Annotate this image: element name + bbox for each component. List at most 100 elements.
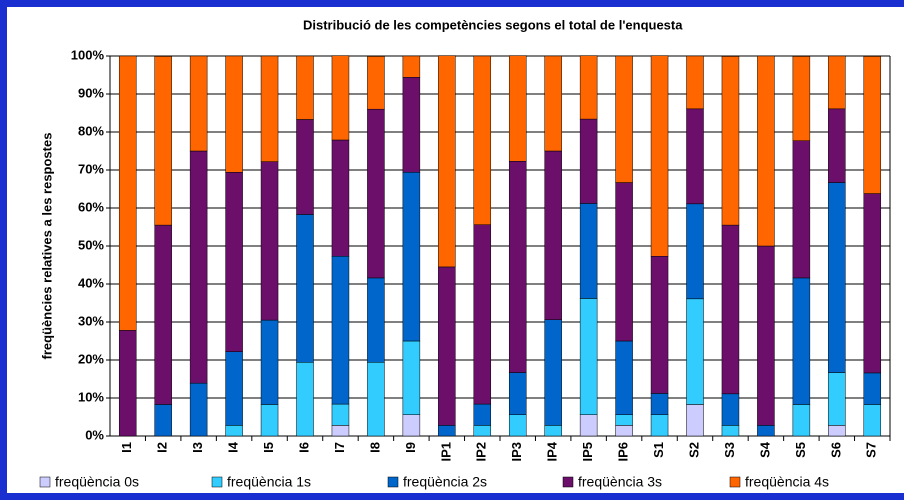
- x-tick-label: I5: [261, 442, 276, 453]
- bar-segment: [118, 330, 137, 437]
- bar-segment: [154, 56, 172, 226]
- x-tick-label: I9: [403, 442, 418, 453]
- x-tick-label: IP2: [474, 442, 489, 462]
- bar-segment: [402, 77, 421, 173]
- bar-segment: [650, 393, 669, 415]
- bar-segment: [863, 56, 882, 194]
- bar-segment: [757, 55, 775, 247]
- bar-segment: [828, 182, 846, 373]
- x-tick-label: IP3: [509, 442, 524, 462]
- bar-segment: [544, 319, 562, 426]
- bar-segment: [508, 372, 527, 415]
- bar-segment: [473, 224, 492, 405]
- bar-segment: [118, 55, 137, 331]
- bar-segment: [828, 372, 846, 426]
- bar-segment: [508, 161, 527, 373]
- bar-segment: [225, 351, 243, 426]
- x-tick-label: S5: [793, 442, 808, 458]
- bar-segment: [828, 425, 846, 437]
- x-tick-label: IP4: [545, 441, 560, 461]
- bar-segment: [579, 298, 598, 415]
- bar-segment: [402, 55, 421, 78]
- bar-segment: [721, 425, 740, 437]
- bar-segment: [544, 150, 562, 320]
- bar-segment: [792, 140, 811, 279]
- bar-segment: [260, 319, 279, 405]
- bar-segment: [296, 55, 314, 120]
- bar-segment: [544, 425, 562, 437]
- bar-segment: [402, 340, 421, 415]
- bar-segment: [863, 193, 882, 374]
- bar-segment: [508, 414, 527, 437]
- bar-segment: [863, 372, 882, 405]
- bar-segment: [579, 55, 598, 120]
- bar-segment: [650, 55, 669, 257]
- bar-segment: [615, 182, 633, 342]
- legend-label: freqüència 4s: [745, 474, 829, 490]
- bar-segment: [260, 55, 279, 162]
- bar-segment: [225, 55, 243, 173]
- legend-label: freqüència 2s: [403, 474, 487, 490]
- bar-segment: [154, 224, 172, 405]
- bar-segment: [615, 55, 633, 183]
- legend-label: freqüència 3s: [578, 474, 662, 490]
- y-tick-label: 60%: [78, 199, 104, 214]
- bar-segment: [438, 55, 456, 268]
- bar-segment: [828, 108, 846, 183]
- bar-segment: [367, 277, 385, 363]
- x-tick-label: S3: [722, 442, 737, 458]
- bar-segment: [721, 393, 740, 426]
- bar-segment: [757, 245, 775, 426]
- bar-segment: [544, 55, 562, 152]
- y-tick-label: 0%: [85, 427, 104, 442]
- bar-segment: [721, 56, 740, 226]
- bar-segment: [225, 425, 243, 437]
- bar-segment: [473, 425, 492, 437]
- bar-segment: [438, 425, 456, 437]
- legend-label: freqüència 1s: [227, 474, 311, 490]
- bar-segment: [721, 224, 740, 395]
- bar-segment: [402, 414, 421, 437]
- x-tick-label: S6: [828, 442, 843, 458]
- bar-segment: [331, 425, 350, 437]
- legend-label: freqüència 0s: [55, 474, 139, 490]
- y-tick-label: 80%: [78, 123, 104, 138]
- chart-title: Distribució de les competències segons e…: [303, 17, 683, 32]
- bar-segment: [828, 55, 846, 110]
- bar-segment: [863, 404, 882, 437]
- y-tick-label: 70%: [78, 161, 104, 176]
- bar-segment: [367, 362, 385, 437]
- x-tick-label: I2: [155, 442, 170, 453]
- x-tick-label: IP6: [616, 442, 631, 462]
- bar-segment: [473, 403, 492, 426]
- x-tick-label: I7: [332, 442, 347, 453]
- bar-segment: [579, 203, 598, 299]
- bar-segment: [331, 55, 350, 141]
- bar-segment: [792, 404, 811, 437]
- legend-swatch: [39, 476, 51, 488]
- bar-segment: [296, 214, 314, 363]
- bar-segment: [686, 55, 704, 110]
- bar-segment: [438, 266, 456, 426]
- bar-segment: [615, 414, 633, 426]
- x-tick-label: S4: [757, 441, 772, 458]
- bar-segment: [296, 119, 314, 215]
- bar-segment: [225, 172, 243, 352]
- bar-segment: [686, 404, 704, 437]
- bar-segment: [579, 118, 598, 204]
- x-tick-label: I6: [296, 442, 311, 453]
- y-axis-label: freqüències relatives a les respostes: [39, 133, 54, 360]
- x-tick-label: I8: [367, 442, 382, 453]
- bar-segment: [296, 362, 314, 437]
- x-tick-label: IP5: [580, 442, 595, 462]
- bar-segment: [508, 55, 527, 162]
- y-tick-label: 40%: [78, 275, 104, 290]
- x-tick-label: I1: [119, 442, 134, 453]
- bar-segment: [402, 172, 421, 342]
- bar-segment: [579, 414, 598, 437]
- bar-segment: [189, 150, 208, 384]
- bar-segment: [686, 108, 704, 205]
- x-tick-label: I4: [226, 441, 241, 453]
- bar-segment: [154, 404, 172, 437]
